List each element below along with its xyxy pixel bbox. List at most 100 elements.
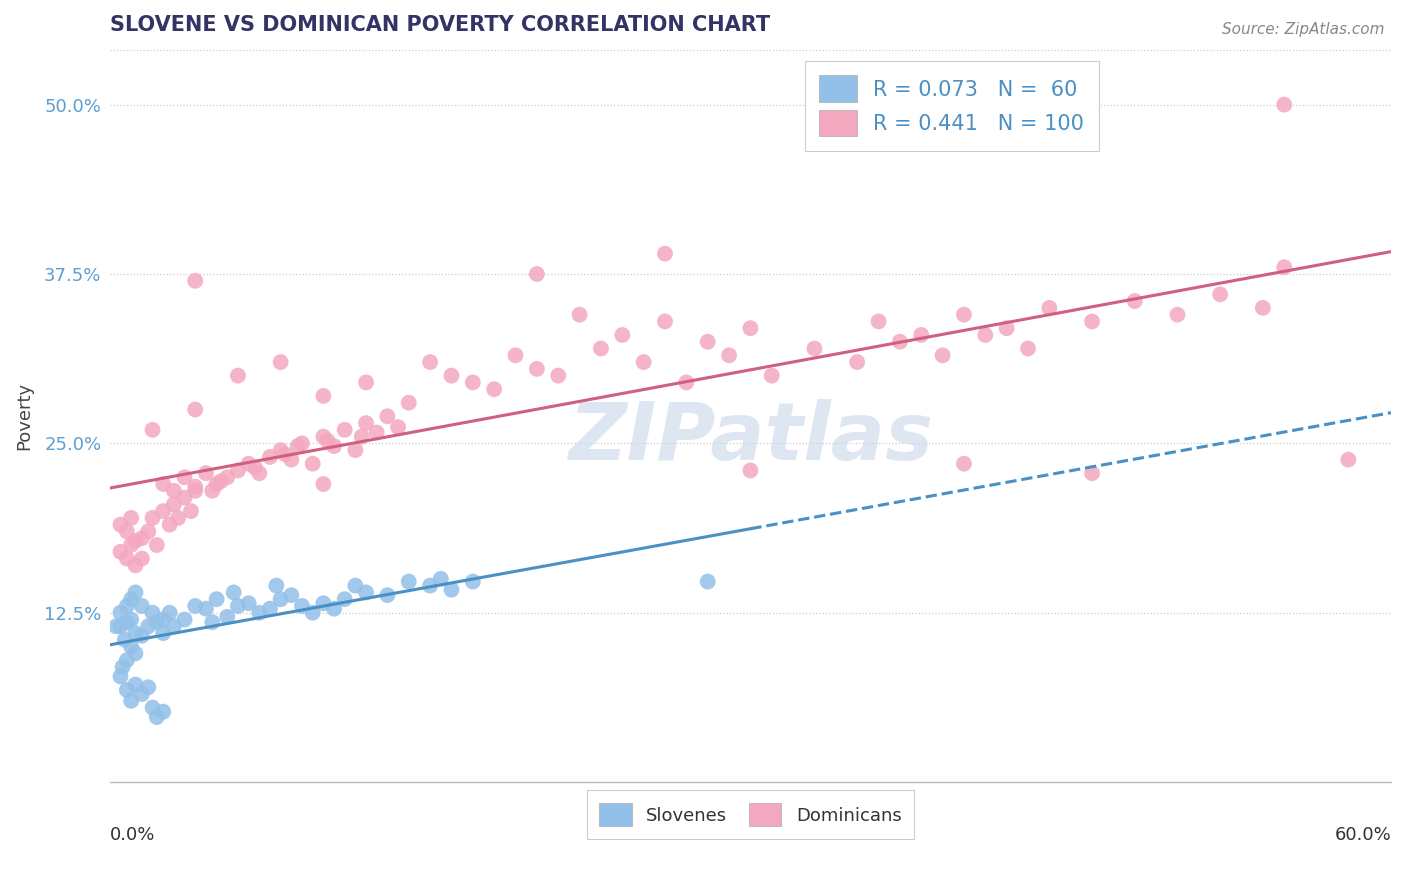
Point: [312, 477, 335, 491]
Point: [654, 246, 676, 260]
Point: [377, 409, 399, 424]
Point: [141, 700, 163, 714]
Point: [718, 348, 741, 362]
Point: [238, 596, 260, 610]
Point: [889, 334, 911, 349]
Point: [1166, 308, 1188, 322]
Point: [120, 640, 142, 654]
Point: [115, 615, 138, 630]
Point: [280, 588, 302, 602]
Point: [184, 480, 207, 494]
Point: [247, 606, 270, 620]
Point: [291, 599, 314, 613]
Point: [440, 582, 463, 597]
Point: [419, 579, 441, 593]
Point: [505, 348, 527, 362]
Point: [120, 694, 142, 708]
Point: [675, 376, 697, 390]
Point: [141, 423, 163, 437]
Point: [146, 710, 169, 724]
Point: [589, 342, 612, 356]
Point: [526, 362, 548, 376]
Point: [110, 619, 132, 633]
Point: [152, 504, 174, 518]
Point: [461, 574, 484, 589]
Point: [184, 274, 207, 288]
Point: [124, 647, 146, 661]
Point: [740, 463, 762, 477]
Point: [270, 443, 292, 458]
Point: [953, 457, 976, 471]
Point: [366, 425, 388, 440]
Point: [110, 669, 132, 683]
Point: [316, 434, 339, 448]
Point: [274, 447, 297, 461]
Point: [136, 680, 159, 694]
Point: [152, 705, 174, 719]
Point: [124, 558, 146, 573]
Point: [184, 483, 207, 498]
Point: [266, 579, 288, 593]
Point: [461, 376, 484, 390]
Text: 60.0%: 60.0%: [1334, 826, 1391, 844]
Point: [131, 629, 153, 643]
Point: [152, 626, 174, 640]
Point: [131, 687, 153, 701]
Point: [612, 328, 634, 343]
Point: [1272, 97, 1295, 112]
Point: [115, 524, 138, 539]
Point: [110, 545, 132, 559]
Point: [1209, 287, 1232, 301]
Point: [312, 429, 335, 443]
Point: [124, 533, 146, 548]
Point: [184, 599, 207, 613]
Point: [124, 585, 146, 599]
Y-axis label: Poverty: Poverty: [15, 382, 32, 450]
Point: [547, 368, 569, 383]
Point: [173, 491, 195, 505]
Point: [152, 477, 174, 491]
Point: [120, 511, 142, 525]
Point: [398, 395, 420, 409]
Point: [184, 402, 207, 417]
Point: [243, 460, 266, 475]
Point: [163, 619, 186, 633]
Point: [110, 517, 132, 532]
Text: 0.0%: 0.0%: [110, 826, 155, 844]
Point: [761, 368, 783, 383]
Point: [115, 599, 138, 613]
Point: [146, 615, 169, 630]
Point: [868, 314, 890, 328]
Point: [180, 504, 202, 518]
Point: [110, 606, 132, 620]
Point: [167, 511, 190, 525]
Point: [482, 382, 505, 396]
Point: [344, 579, 367, 593]
Point: [323, 439, 346, 453]
Point: [205, 477, 228, 491]
Point: [131, 551, 153, 566]
Point: [280, 452, 302, 467]
Legend: Slovenes, Dominicans: Slovenes, Dominicans: [586, 790, 914, 839]
Point: [974, 328, 997, 343]
Point: [953, 308, 976, 322]
Point: [209, 475, 232, 489]
Point: [217, 470, 239, 484]
Point: [377, 588, 399, 602]
Point: [120, 538, 142, 552]
Point: [910, 328, 932, 343]
Point: [226, 599, 249, 613]
Point: [120, 613, 142, 627]
Point: [568, 308, 591, 322]
Point: [152, 613, 174, 627]
Point: [222, 585, 245, 599]
Point: [323, 601, 346, 615]
Point: [387, 420, 409, 434]
Point: [131, 531, 153, 545]
Point: [201, 615, 224, 630]
Point: [247, 466, 270, 480]
Point: [141, 511, 163, 525]
Point: [115, 551, 138, 566]
Text: Source: ZipAtlas.com: Source: ZipAtlas.com: [1222, 22, 1385, 37]
Point: [173, 470, 195, 484]
